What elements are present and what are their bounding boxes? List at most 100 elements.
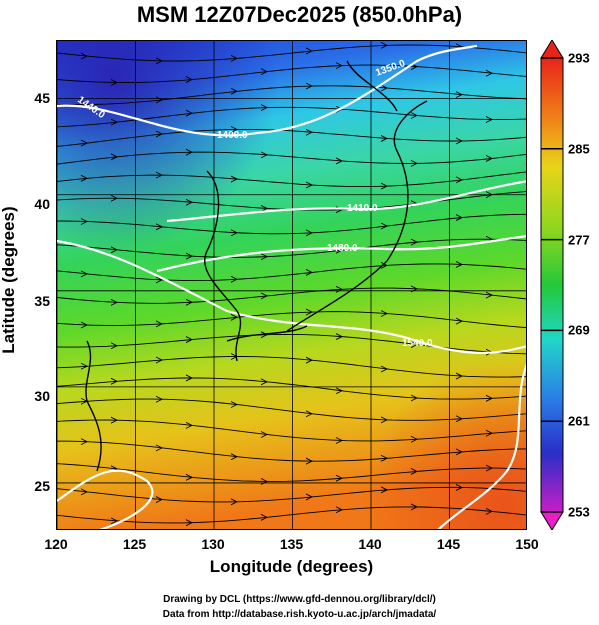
streamline-arrow [380,182,389,190]
streamline [57,44,526,62]
streamline-arrow [110,118,119,126]
streamline-arrow [260,151,269,159]
streamline-arrow [305,457,314,465]
streamline-arrow [380,454,389,462]
streamline-arrow [485,291,494,299]
streamline-arrow [155,496,164,503]
chart-title: MSM 12Z07Dec2025 (850.0hPa) [136,2,463,27]
streamline-arrow [305,82,314,90]
y-tick-label: 35 [34,293,50,309]
streamline-arrow [155,356,164,364]
streamline-arrow [455,214,464,221]
streamline-arrow [455,415,464,423]
colorbar-top-triangle [540,39,564,59]
streamline-arrow [155,444,164,452]
streamline-arrow [260,478,269,485]
streamline-arrow [410,394,419,402]
contour-label: 1400.0 [217,130,248,141]
streamline-arrow [305,269,314,276]
streamline-arrow [305,47,314,55]
colorbar-tick-label: 277 [568,232,590,248]
streamline-arrow [335,437,344,444]
temperature-field-map: 1350.0 1440.0 1400.0 1410.0 1480.0 1540.… [57,41,526,529]
credit-drawing: Drawing by DCL (https://www.gfd-dennou.o… [163,594,436,605]
streamline-arrow [230,401,239,408]
streamline-arrow [185,519,194,527]
streamline [57,311,526,329]
streamline-arrow [380,41,389,49]
streamline-arrow [185,421,194,429]
x-tick-label: 130 [201,536,225,552]
streamline-arrow [455,448,464,456]
streamline [57,128,526,147]
streamline-arrow [260,104,269,111]
streamline-arrow [230,54,239,62]
streamline-arrow [230,87,239,95]
streamline-arrow [80,270,89,278]
streamline-arrow [380,84,389,92]
streamline-arrow [80,174,89,182]
colorbar-body [540,57,564,513]
streamline-arrow [185,198,194,206]
streamline-arrow [260,331,269,339]
streamline-arrow [230,175,239,183]
streamline [57,486,526,503]
streamline-arrow [155,320,164,328]
streamline [57,213,526,235]
streamline-arrow [305,229,314,237]
streamline-arrow [260,378,269,386]
streamline-arrow [485,69,494,77]
streamline-arrow [80,139,89,147]
x-tick-label: 140 [358,536,382,552]
streamline-arrow [410,341,419,348]
x-axis-label: Longitude (degrees) [209,557,374,576]
streamline-arrow [455,484,464,491]
streamline-arrow [155,395,164,403]
streamline-arrow [455,317,464,325]
streamline-arrow [110,79,119,86]
streamline-arrow [335,333,344,340]
colorbar-tick-label: 253 [568,504,590,520]
streamline-arrow [380,365,389,373]
streamline-arrow [185,473,194,481]
x-tick-label: 150 [515,536,539,552]
streamline-arrow [485,507,494,515]
streamline-arrow [380,222,389,230]
streamline-arrow [155,96,164,104]
streamline [57,151,526,165]
streamline [57,440,526,462]
streamline-arrow [230,126,239,133]
streamline-arrow [260,431,269,438]
streamline [57,238,526,258]
streamline-arrow [80,321,89,329]
x-tick-label: 145 [436,536,461,552]
streamline-arrow [305,493,314,501]
streamline-arrow [80,488,89,496]
x-tick-label: 135 [279,536,304,552]
x-tick-label: 125 [122,536,147,552]
streamline-arrow [260,205,269,212]
colorbar [539,39,565,531]
streamline-arrow [335,387,344,395]
streamline-arrow [185,148,194,156]
streamline-arrow [185,336,194,343]
colorbar-tick-label: 261 [568,413,590,429]
streamline-arrow [230,275,239,283]
streamline [57,419,526,442]
streamline-arrow [455,91,464,99]
contour-label: 1540.0 [402,338,433,349]
streamline-arrow [230,453,239,461]
streamline-arrow [380,486,389,494]
streamline-arrow [185,109,194,117]
streamline-arrow [380,135,389,142]
streamline-arrow [485,464,494,472]
streamline-arrow [410,112,419,119]
streamline-arrow [80,218,89,225]
streamline [57,356,526,378]
streamline-arrow [305,356,314,364]
streamline-arrow [305,308,314,316]
streamline-arrow [410,503,419,511]
streamline-arrow [335,62,344,69]
streamline-arrow [185,374,194,382]
streamline-arrow [155,171,164,179]
